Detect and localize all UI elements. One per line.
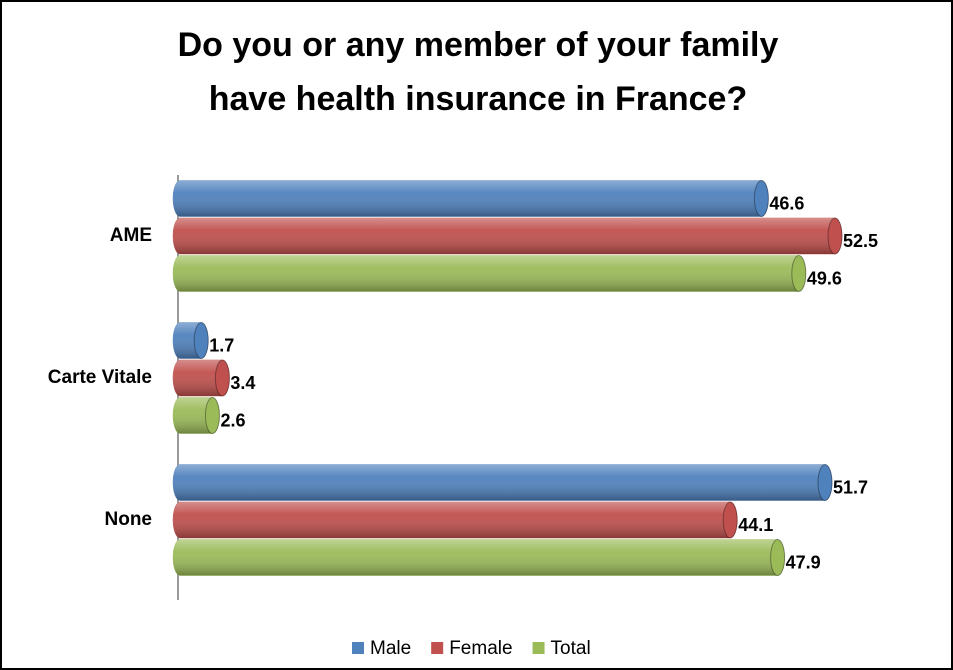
legend-swatch <box>352 642 364 654</box>
bar-cap <box>722 501 738 539</box>
bar-shade <box>173 502 738 538</box>
legend-swatch <box>532 642 545 654</box>
category-label: None <box>105 509 153 530</box>
bar-cap <box>791 255 807 292</box>
value-label: 1.7 <box>209 335 234 355</box>
bar-cap <box>204 397 220 434</box>
value-label: 46.6 <box>769 193 804 213</box>
legend-label: Male <box>370 638 411 659</box>
value-label: 3.4 <box>230 373 255 393</box>
value-label: 47.9 <box>786 552 821 572</box>
bar-shade <box>173 464 833 501</box>
value-label: 44.1 <box>738 515 773 535</box>
chart-title: have health insurance in France? <box>209 80 748 118</box>
bar-cap <box>817 464 833 501</box>
bar-cap <box>753 180 769 217</box>
bar-shade <box>173 180 769 217</box>
category-label: Carte Vitale <box>48 367 152 388</box>
value-label: 2.6 <box>220 410 245 430</box>
bar-shade <box>173 360 230 396</box>
bar-shade <box>173 255 806 292</box>
legend-swatch <box>431 642 444 654</box>
bar-cap <box>827 217 843 255</box>
value-label: 49.6 <box>807 268 842 288</box>
bar-cap <box>193 322 209 359</box>
bar-shade <box>173 218 842 254</box>
category-label: AME <box>110 225 152 246</box>
bar-shade <box>173 539 785 576</box>
bar-cap <box>770 539 786 576</box>
legend-label: Female <box>449 638 512 659</box>
chart-title: Do you or any member of your family <box>178 26 779 64</box>
bar-cap <box>214 359 230 397</box>
value-label: 52.5 <box>843 231 878 251</box>
legend-label: Total <box>551 638 591 659</box>
value-label: 51.7 <box>833 477 868 497</box>
